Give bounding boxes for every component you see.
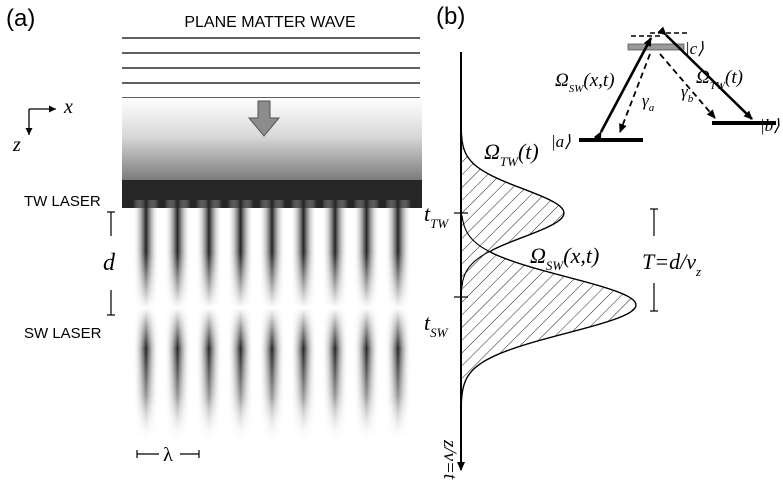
state-a-label: |a⟩ <box>551 132 571 151</box>
panel-a: (a) PLANE MATTER WAVE x z TW LASER SW LA… <box>6 5 422 466</box>
t-sw-label: tSW <box>424 310 449 340</box>
gamma-b-label: γb <box>681 82 694 105</box>
t-tw-label: tTW <box>424 201 449 231</box>
pulse-curve <box>461 136 565 289</box>
omega-tw-pulse-label: ΩTW(t) <box>484 139 539 169</box>
sw-laser-label: SW LASER <box>24 325 102 342</box>
gamma-a-decay-arrow <box>619 53 651 133</box>
axis-z-label: z <box>12 134 21 156</box>
pulse-profile-area <box>461 60 636 440</box>
level-scheme: |c⟩ |a⟩ |b⟩ ΩSW(x,t) ΩTW(t) γa γb <box>551 26 780 151</box>
scheme-omega-tw-label: ΩTW(t) <box>696 67 743 92</box>
spacing-label: d <box>103 250 116 276</box>
panel-a-label: (a) <box>6 5 35 32</box>
omega-tw-coupling-arrow <box>657 26 753 120</box>
plane-matter-wave-title: PLANE MATTER WAVE <box>184 14 355 31</box>
spacing-bracket <box>107 211 115 316</box>
period-label: T=d/vz <box>642 249 701 279</box>
axes-icon <box>25 105 56 135</box>
plane-wavefronts <box>122 37 420 99</box>
time-axis-label: z/v=t <box>439 439 460 480</box>
stripe-bottom-fade <box>122 330 422 450</box>
tw-laser-label: TW LASER <box>24 193 101 210</box>
gamma-b-decay-arrow <box>659 53 716 119</box>
panel-b-label: (b) <box>436 3 465 30</box>
wavelength-bracket <box>136 450 200 458</box>
propagation-arrow <box>247 100 281 137</box>
gamma-a-label: γa <box>642 91 655 114</box>
state-b-label: |b⟩ <box>760 116 780 135</box>
scheme-omega-sw-label: ΩSW(x,t) <box>555 70 615 95</box>
omega-sw-pulse-label: ΩSW(x,t) <box>530 243 599 273</box>
panel-b: (b) tTW tSW ΩTW(t) ΩSW(x,t) T=d/vz z/v=t <box>424 3 780 480</box>
axis-x-label: x <box>63 96 73 118</box>
pulse-curve <box>461 215 637 394</box>
period-bracket <box>650 208 658 312</box>
wavelength-label: λ <box>163 444 173 466</box>
omega-sw-coupling-arrow <box>593 37 653 141</box>
